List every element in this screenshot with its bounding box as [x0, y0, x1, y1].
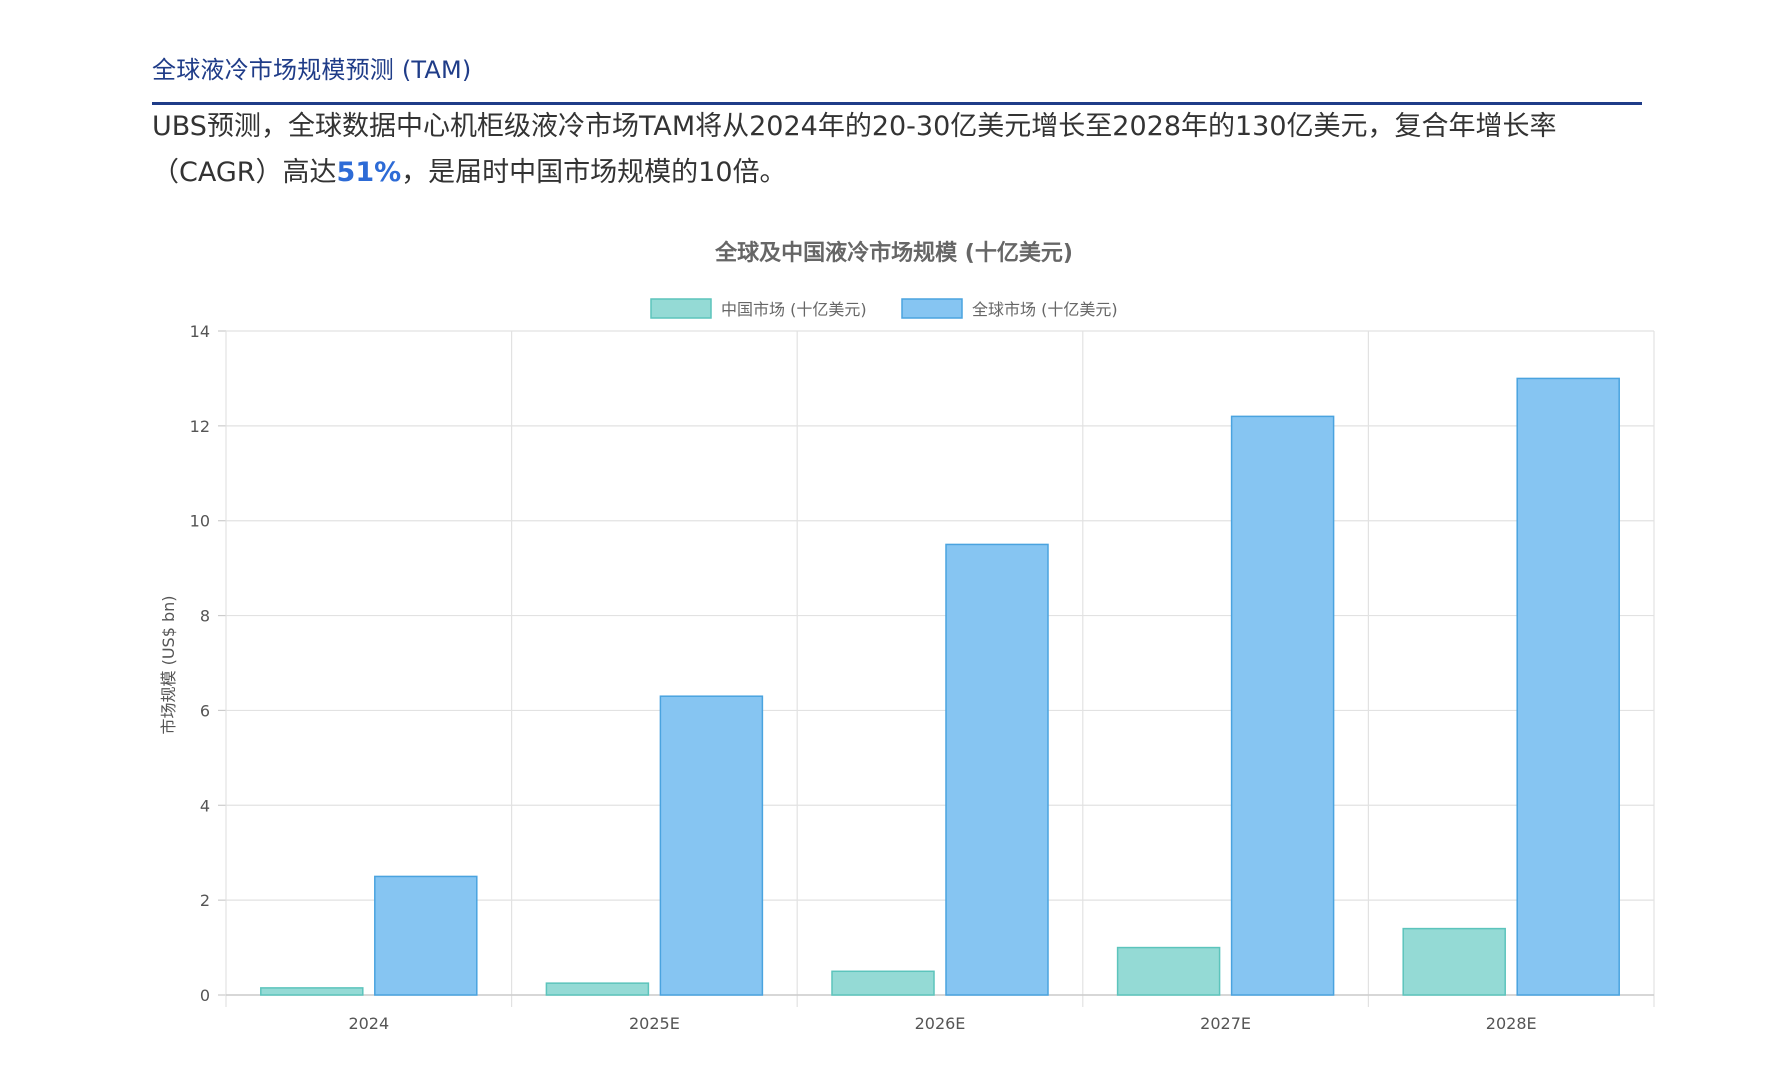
- x-tick-label: 2027E: [1200, 1014, 1251, 1033]
- bar-china-2028E: [1402, 927, 1506, 996]
- chart-legend: 中国市场 (十亿美元) 全球市场 (十亿美元): [650, 298, 1118, 319]
- y-axis-label: 市场规模 (US$ bn): [159, 595, 178, 734]
- title-divider: [152, 102, 1642, 105]
- bar-global-2026E: [945, 543, 1049, 996]
- chart-title: 全球及中国液冷市场规模 (十亿美元): [714, 240, 1073, 266]
- legend-swatch-china: [650, 298, 712, 319]
- summary-paragraph: UBS预测，全球数据中心机柜级液冷市场TAM将从2024年的20-30亿美元增长…: [152, 104, 1652, 196]
- y-tick-label: 8: [200, 607, 210, 626]
- section-title: 全球液冷市场规模预测 (TAM): [152, 56, 472, 84]
- chart-ticks: 0 2 4 6 8 10 12 14 2024 2025E 2026E 2027E 2028E: [190, 322, 1537, 1033]
- legend-label-global: 全球市场 (十亿美元): [972, 300, 1118, 319]
- x-tick-label: 2026E: [915, 1014, 966, 1033]
- y-tick-label: 4: [200, 796, 210, 815]
- y-tick-label: 10: [190, 512, 210, 531]
- y-tick-label: 6: [200, 701, 210, 720]
- bar-global-2027E: [1230, 415, 1335, 996]
- summary-text-2: ，是届时中国市场规模的10倍。: [401, 157, 787, 188]
- bar-global-2025E: [659, 695, 764, 996]
- y-tick-label: 14: [190, 322, 210, 341]
- y-tick-label: 2: [200, 891, 210, 910]
- bar-china-2027E: [1116, 946, 1221, 996]
- cagr-highlight: 51%: [336, 157, 402, 188]
- x-tick-label: 2028E: [1486, 1014, 1537, 1033]
- bar-global-2028E: [1516, 377, 1620, 996]
- bar-global-2024: [374, 875, 478, 996]
- legend-label-china: 中国市场 (十亿美元): [721, 300, 867, 319]
- x-tick-label: 2025E: [629, 1014, 680, 1033]
- summary-text-1: UBS预测，全球数据中心机柜级液冷市场TAM将从2024年的20-30亿美元增长…: [152, 111, 1557, 188]
- bar-china-2024: [260, 987, 364, 996]
- y-tick-label: 12: [190, 417, 210, 436]
- y-tick-label: 0: [200, 986, 210, 1005]
- legend-swatch-global: [901, 298, 963, 319]
- bar-china-2025E: [545, 982, 650, 996]
- bar-china-2026E: [831, 970, 935, 996]
- x-tick-label: 2024: [348, 1014, 389, 1033]
- chart-bars: [260, 377, 1620, 996]
